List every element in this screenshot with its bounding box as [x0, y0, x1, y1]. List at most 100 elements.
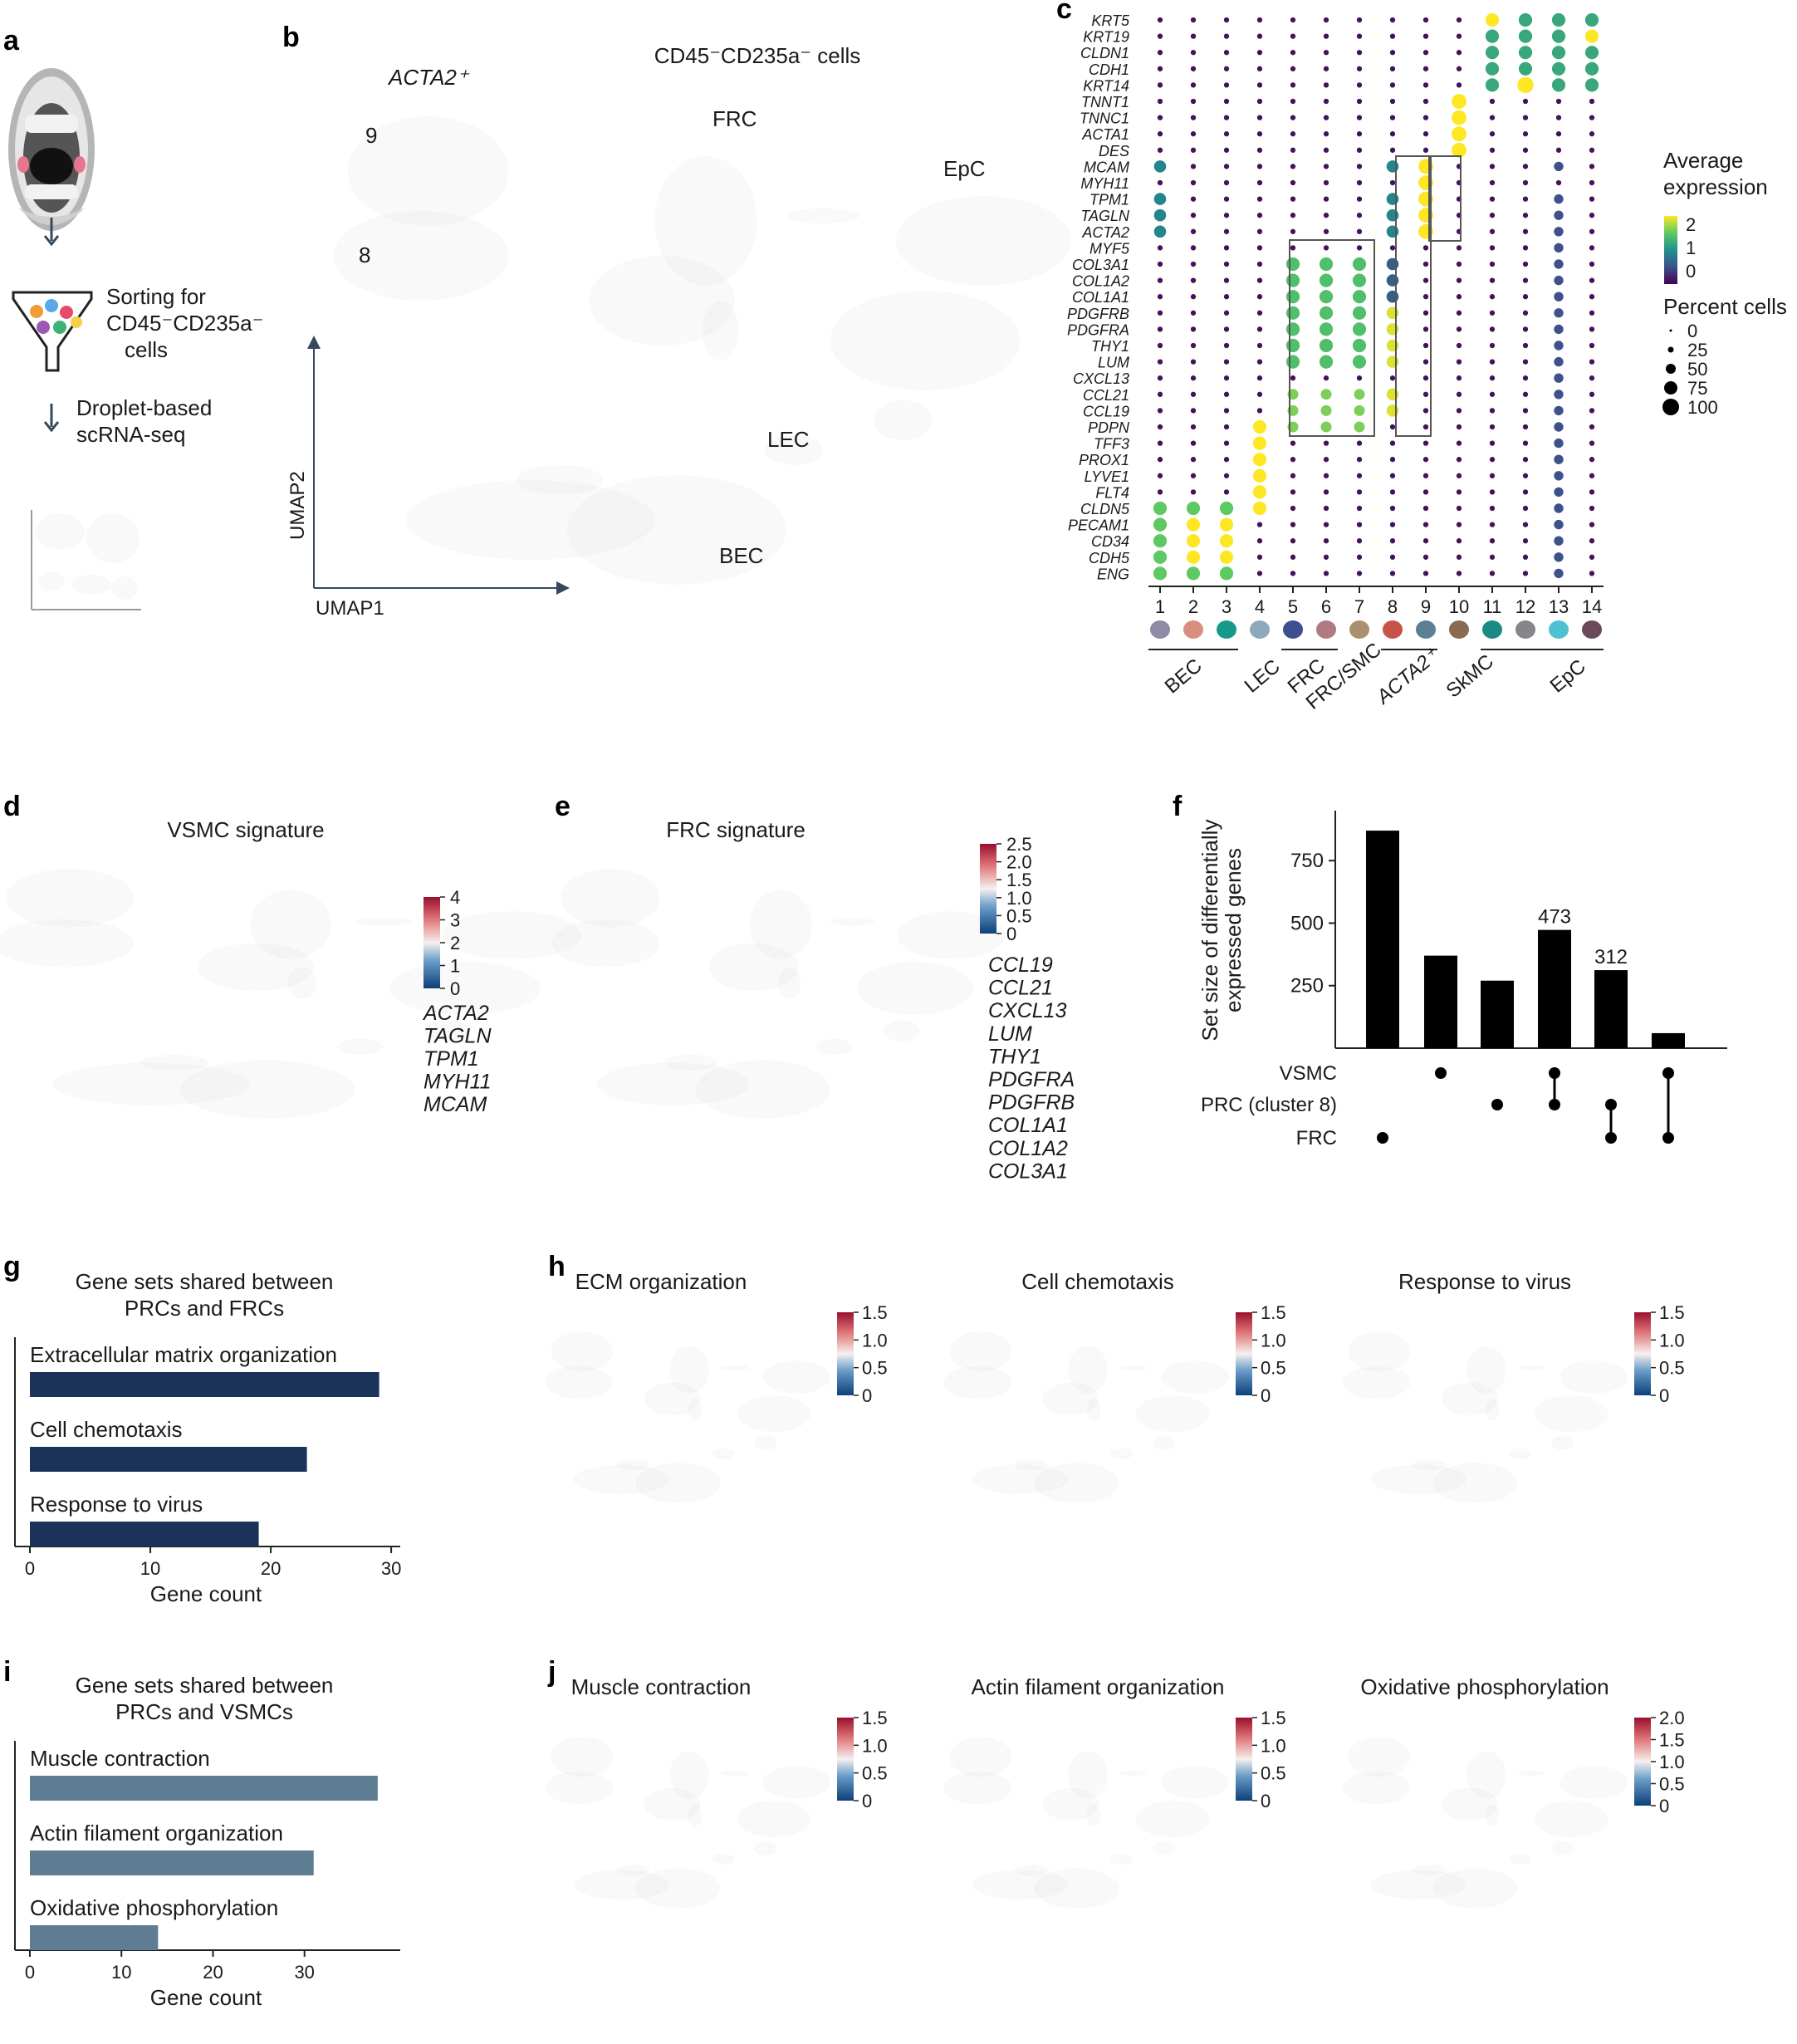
dot-KRT19-c11	[1485, 29, 1500, 43]
dot-LUM-c12	[1522, 359, 1529, 365]
dot-CCL19-c12	[1522, 408, 1529, 414]
dot-CLDN5-c2	[1186, 501, 1201, 516]
dot-PECAM1-c1	[1153, 517, 1168, 532]
dot-PDGFRA-c10	[1456, 326, 1462, 332]
dot-TAGLN-c6	[1323, 213, 1329, 218]
dot-KRT5-c1	[1157, 17, 1163, 23]
dot-CLDN5-c3	[1219, 501, 1234, 516]
gene-label-LUM: LUM	[1098, 355, 1129, 371]
dot-PECAM1-c14	[1589, 522, 1595, 527]
dot-CD34-c12	[1522, 538, 1529, 544]
dot-LUM-c7	[1352, 355, 1367, 369]
dot-THY1-c9	[1422, 342, 1429, 349]
dot-COL3A1-c4	[1256, 261, 1263, 267]
dot-LYVE1-c3	[1223, 473, 1230, 478]
dot-MYH11-c7	[1356, 179, 1363, 186]
frc-tick-1.0: 1.0	[1006, 888, 1032, 909]
frc-colorbar	[980, 844, 996, 934]
dot-TNNC1-c11	[1489, 115, 1496, 120]
dot-CCL19-c3	[1223, 408, 1230, 414]
umap-cluster-c9	[1348, 1737, 1411, 1777]
group-label-5: SkMC	[1442, 650, 1497, 703]
umap-cluster-frc_pink	[654, 156, 757, 286]
percent-cells-title: Percent cells	[1663, 294, 1787, 319]
dot-CXCL13-c11	[1489, 375, 1496, 381]
dot-CD34-c3	[1219, 534, 1234, 548]
panel-f-upset-plot: Set size of differentially expressed gen…	[1197, 811, 1727, 1149]
dot-TNNT1-c8	[1389, 98, 1396, 105]
dot-TNNC1-c10	[1452, 110, 1466, 125]
dot-COL1A2-c10	[1456, 277, 1462, 283]
dot-CLDN5-c9	[1422, 505, 1429, 512]
dot-PDGFRB-c12	[1522, 310, 1529, 316]
upset-dot-4-2	[1605, 1132, 1617, 1144]
dot-COL1A1-c11	[1489, 294, 1496, 300]
gene-label-TNNC1: TNNC1	[1080, 110, 1129, 127]
dot-COL1A1-c5	[1285, 290, 1300, 304]
frc-tick-2.5: 2.5	[1006, 834, 1032, 855]
gene-label-ACTA2: ACTA2	[1081, 224, 1129, 241]
dot-CCL21-c12	[1522, 391, 1529, 397]
dot-LUM-c11	[1489, 359, 1496, 365]
dot-COL3A1-c6	[1319, 257, 1334, 272]
dot-THY1-c3	[1223, 342, 1230, 349]
umap-cluster-frc_pink	[669, 1346, 709, 1394]
dot-PDPN-c7	[1354, 421, 1365, 433]
dot-CCL21-c11	[1489, 391, 1496, 397]
dot-PROX1-c11	[1489, 457, 1496, 463]
avg-expression-colorbar	[1664, 216, 1677, 284]
dot-KRT14-c1	[1157, 82, 1163, 88]
dot-ACTA1-c8	[1389, 131, 1396, 137]
dot-LYVE1-c14	[1589, 473, 1595, 478]
umap-cluster-frc_blue	[1441, 1382, 1498, 1416]
dot-PDPN-c13	[1554, 422, 1564, 432]
cluster-color-swatch-13	[1549, 620, 1569, 639]
umap-cluster-bec_teal	[1034, 1463, 1119, 1503]
dot-ACTA1-c13	[1555, 131, 1562, 137]
gene-label-CDH1: CDH1	[1089, 61, 1129, 78]
dot-THY1-c1	[1157, 342, 1163, 349]
dot-KRT19-c2	[1190, 33, 1197, 39]
umap-cluster-cyan	[1517, 1365, 1546, 1371]
dot-CLDN5-c10	[1456, 505, 1462, 512]
dot-LYVE1-c4	[1252, 468, 1267, 483]
pct-legend-dot-0	[1669, 329, 1672, 332]
dot-TPM1-c3	[1223, 196, 1230, 202]
dot-MCAM-c6	[1323, 164, 1329, 169]
dot-KRT19-c10	[1456, 33, 1462, 39]
umap-cluster-cyan	[355, 918, 413, 926]
dot-FLT4-c1	[1157, 489, 1163, 495]
dot-MYH11-c8	[1389, 179, 1396, 186]
lec-label: LEC	[767, 427, 810, 452]
cluster-color-swatch-12	[1515, 620, 1535, 639]
umap-cluster-bec_teal	[635, 1868, 721, 1909]
dot-CCL21-c10	[1456, 391, 1462, 397]
umap-cluster-cyan	[720, 1770, 749, 1777]
pct-legend-label-0: 0	[1687, 321, 1697, 341]
dot-CCL19-c14	[1589, 408, 1595, 414]
dot-PROX1-c12	[1522, 457, 1529, 463]
dot-MYF5-c1	[1157, 245, 1163, 251]
dot-TNNT1-c12	[1522, 98, 1529, 105]
dot-CXCL13-c13	[1554, 373, 1564, 383]
cluster-number-14: 14	[1582, 596, 1602, 617]
dot-TPM1-c12	[1522, 196, 1529, 202]
j-maps-scale-1-colorbar	[1236, 1718, 1252, 1801]
cluster-color-swatch-1	[1150, 620, 1170, 639]
j-maps-scale-1-tick-0.5: 0.5	[1261, 1763, 1286, 1784]
frc-label: FRC	[712, 106, 757, 131]
umap-cluster-epc_teal	[737, 1395, 811, 1432]
dot-LUM-c10	[1456, 359, 1462, 365]
mini-cluster	[86, 513, 140, 563]
dot-CDH1-c2	[1190, 66, 1197, 71]
vsmc-feature-umap	[0, 869, 581, 1119]
dot-KRT14-c9	[1422, 82, 1429, 88]
dot-PROX1-c9	[1422, 457, 1429, 463]
dot-TAGLN-c14	[1589, 213, 1595, 218]
mini-cluster	[35, 513, 85, 550]
dot-MYH11-c2	[1190, 179, 1197, 186]
h-maps-scale-0-tick-1.0: 1.0	[862, 1330, 888, 1350]
dot-TNNC1-c14	[1589, 115, 1595, 120]
dot-TPM1-c7	[1356, 196, 1363, 202]
panel-letter-b: b	[282, 22, 300, 53]
